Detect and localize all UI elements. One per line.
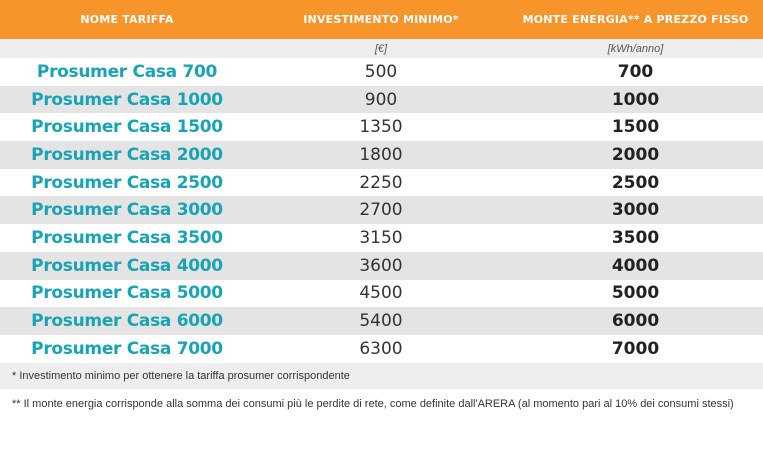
table-row: Prosumer Casa 700 500 700 [0, 58, 763, 86]
tariff-name: Prosumer Casa 700 [0, 58, 254, 86]
tariff-investment: 5400 [254, 307, 508, 335]
tariff-investment: 3150 [254, 224, 508, 252]
tariff-investment: 3600 [254, 251, 508, 280]
tariff-name: Prosumer Casa 3500 [0, 224, 254, 252]
unit-investment: [€] [254, 39, 508, 58]
energy-footnote: ** Il monte energia corrisponde alla som… [12, 397, 734, 410]
unit-name [0, 39, 254, 58]
tariff-investment: 6300 [254, 334, 508, 363]
tariff-energy: 2000 [508, 141, 763, 169]
tariff-energy: 5000 [508, 279, 763, 308]
header-investment: INVESTIMENTO MINIMO* [254, 0, 508, 39]
tariff-energy: 3000 [508, 196, 763, 225]
table-row: Prosumer Casa 5000 4500 5000 [0, 279, 763, 308]
table-row: Prosumer Casa 3000 2700 3000 [0, 196, 763, 225]
tariff-name: Prosumer Casa 5000 [0, 279, 254, 308]
tariff-investment: 1800 [254, 141, 508, 169]
table-row: Prosumer Casa 4000 3600 4000 [0, 251, 763, 280]
table-header-row: NOME TARIFFA INVESTIMENTO MINIMO* MONTE … [0, 0, 763, 39]
tariff-energy: 2500 [508, 168, 763, 197]
header-name: NOME TARIFFA [0, 0, 254, 39]
tariff-investment: 1350 [254, 113, 508, 142]
tariff-name: Prosumer Casa 2000 [0, 141, 254, 169]
tariff-investment: 2250 [254, 168, 508, 197]
table-row: Prosumer Casa 1500 1350 1500 [0, 113, 763, 142]
tariff-investment: 2700 [254, 196, 508, 225]
tariff-name: Prosumer Casa 6000 [0, 307, 254, 335]
tariff-investment: 500 [254, 58, 508, 86]
tariff-name: Prosumer Casa 4000 [0, 251, 254, 280]
tariff-table: NOME TARIFFA INVESTIMENTO MINIMO* MONTE … [0, 0, 763, 363]
tariff-name: Prosumer Casa 7000 [0, 334, 254, 363]
table-row: Prosumer Casa 2500 2250 2500 [0, 168, 763, 197]
tariff-energy: 1000 [508, 85, 763, 114]
tariff-energy: 1500 [508, 113, 763, 142]
tariff-investment: 4500 [254, 279, 508, 308]
tariff-energy: 7000 [508, 334, 763, 363]
table-row: Prosumer Casa 3500 3150 3500 [0, 224, 763, 252]
tariff-energy: 700 [508, 58, 763, 86]
table-row: Prosumer Casa 2000 1800 2000 [0, 141, 763, 169]
tariff-energy: 4000 [508, 251, 763, 280]
tariff-energy: 3500 [508, 224, 763, 252]
table-row: Prosumer Casa 1000 900 1000 [0, 85, 763, 114]
unit-energy: [kWh/anno] [508, 39, 763, 58]
tariff-name: Prosumer Casa 2500 [0, 168, 254, 197]
tariff-name: Prosumer Casa 3000 [0, 196, 254, 225]
table-row: Prosumer Casa 7000 6300 7000 [0, 334, 763, 363]
table-row: Prosumer Casa 6000 5400 6000 [0, 307, 763, 335]
tariff-name: Prosumer Casa 1500 [0, 113, 254, 142]
tariff-table-container: NOME TARIFFA INVESTIMENTO MINIMO* MONTE … [0, 0, 763, 410]
tariff-energy: 6000 [508, 307, 763, 335]
table-units-row: [€] [kWh/anno] [0, 39, 763, 58]
investment-footnote: * Investimento minimo per ottenere la ta… [0, 362, 763, 389]
tariff-name: Prosumer Casa 1000 [0, 85, 254, 114]
tariff-investment: 900 [254, 85, 508, 114]
header-energy: MONTE ENERGIA** A PREZZO FISSO [508, 0, 763, 39]
